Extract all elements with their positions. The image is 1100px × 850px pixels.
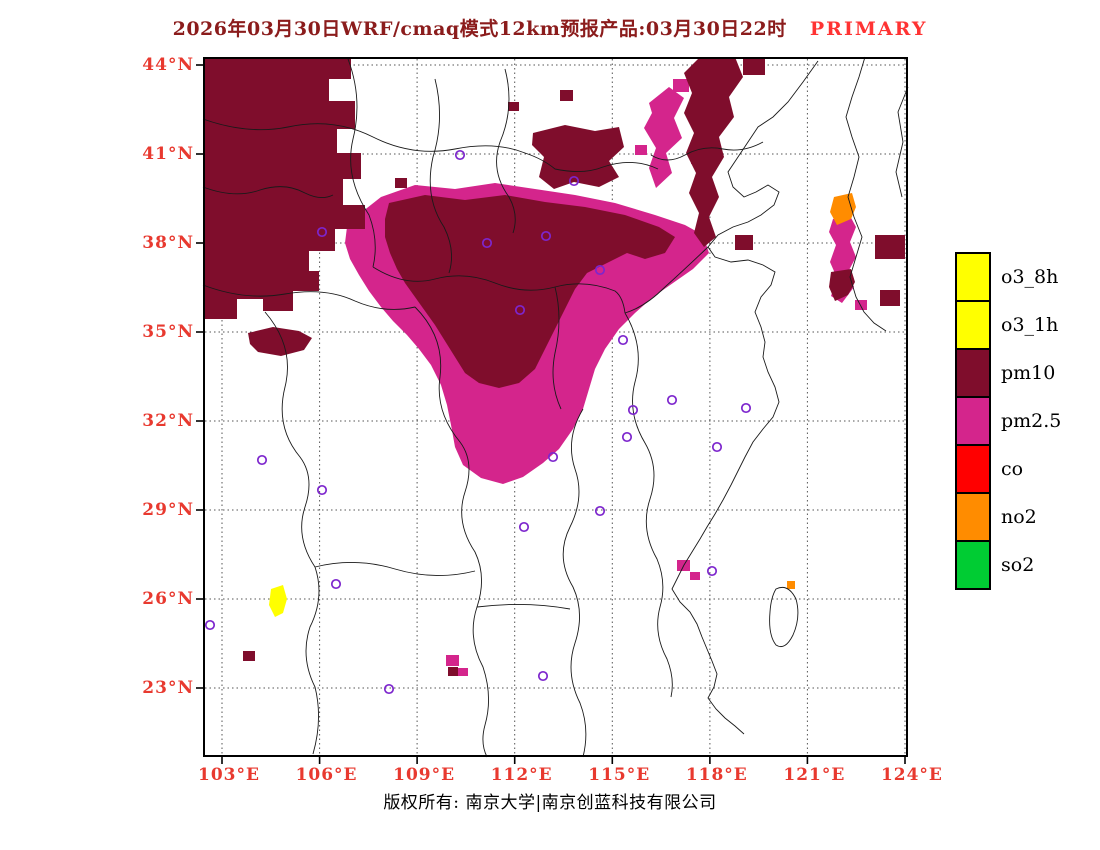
legend-item-pm25: pm2.5 (955, 396, 1061, 446)
primary-tag: PRIMARY (809, 18, 928, 40)
legend-swatch-pm25 (955, 396, 991, 446)
copyright-text: 版权所有: 南京大学|南京创蓝科技有限公司 (383, 793, 717, 813)
lon-tick: 118°E (685, 765, 748, 785)
forecast-map-canvas (196, 56, 909, 764)
map-frame (203, 57, 908, 757)
legend-item-co: co (955, 444, 1061, 494)
lat-tick: 41°N (142, 144, 194, 164)
o3-region (269, 585, 287, 617)
forecast-title: 2026年03月30日WRF/cmaq模式12km预报产品:03月30日22时 (172, 18, 787, 40)
legend-label-pm25: pm2.5 (1001, 410, 1062, 432)
page-title: 2026年03月30日WRF/cmaq模式12km预报产品:03月30日22时 … (0, 14, 1100, 41)
legend-label-o3-8h: o3_8h (1001, 266, 1059, 288)
lon-tick: 121°E (783, 765, 846, 785)
pollutant-legend: o3_8h o3_1h pm10 pm2.5 co no2 so2 (955, 252, 1061, 590)
city-markers (204, 149, 752, 695)
legend-label-no2: no2 (1001, 506, 1037, 528)
legend-label-pm10: pm10 (1001, 362, 1056, 384)
legend-label-co: co (1001, 458, 1024, 480)
lon-tick: 106°E (295, 765, 358, 785)
latitude-axis: 44°N 41°N 38°N 35°N 32°N 29°N 26°N 23°N (130, 55, 194, 698)
lon-tick: 124°E (880, 765, 943, 785)
legend-swatch-co (955, 444, 991, 494)
lat-tick: 44°N (142, 55, 194, 75)
legend-item-so2: so2 (955, 540, 1061, 590)
legend-label-so2: so2 (1001, 554, 1035, 576)
axis-tick-marks (196, 64, 906, 764)
lat-tick: 32°N (142, 411, 194, 431)
pm10-region (203, 57, 905, 676)
legend-item-no2: no2 (955, 492, 1061, 542)
province-borders (202, 56, 909, 758)
legend-item-o3-1h: o3_1h (955, 300, 1061, 350)
legend-swatch-so2 (955, 540, 991, 590)
lat-tick: 38°N (142, 233, 194, 253)
lon-tick: 115°E (588, 765, 651, 785)
legend-swatch-pm10 (955, 348, 991, 398)
lon-tick: 103°E (198, 765, 260, 785)
legend-item-o3-8h: o3_8h (955, 252, 1061, 302)
longitude-axis: 103°E 106°E 109°E 112°E 115°E 118°E 121°… (198, 765, 943, 785)
lat-tick: 26°N (142, 589, 194, 609)
legend-swatch-o3-1h (955, 300, 991, 350)
lat-tick: 23°N (142, 678, 194, 698)
legend-swatch-no2 (955, 492, 991, 542)
lat-tick: 29°N (142, 500, 194, 520)
legend-item-pm10: pm10 (955, 348, 1061, 398)
legend-swatch-o3-8h (955, 252, 991, 302)
lon-tick: 112°E (490, 765, 553, 785)
legend-label-o3-1h: o3_1h (1001, 314, 1059, 336)
forecast-map (196, 56, 909, 764)
lon-tick: 109°E (393, 765, 456, 785)
lat-tick: 35°N (142, 322, 194, 342)
